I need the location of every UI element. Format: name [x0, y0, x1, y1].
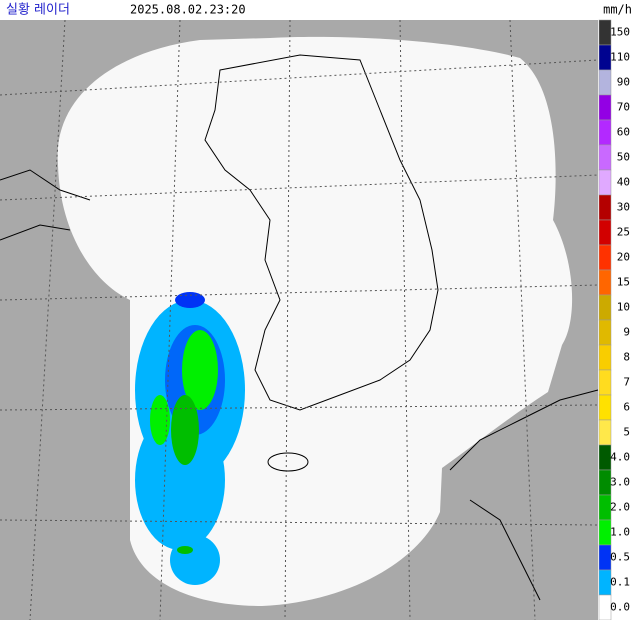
- legend-label: 8: [623, 351, 630, 364]
- title: 실황 레이더: [6, 3, 70, 18]
- rain-echo: [135, 292, 245, 585]
- legend-swatch: [598, 144, 612, 171]
- map: [0, 19, 599, 621]
- legend-label: 15: [617, 276, 630, 289]
- legend-swatch: [598, 344, 612, 371]
- legend-swatch: [598, 194, 612, 221]
- legend-label: 6: [623, 401, 630, 414]
- unit: mm/h: [603, 3, 632, 17]
- legend-label: 0.1: [610, 576, 630, 589]
- echo: [150, 395, 170, 445]
- legend-swatch: [598, 69, 612, 96]
- header-bar: [0, 0, 635, 20]
- legend-label: 70: [617, 101, 630, 114]
- legend-label: 90: [617, 76, 630, 89]
- legend-label: 4.0: [610, 451, 630, 464]
- jeju: [267, 452, 309, 472]
- legend-label: 2.0: [610, 501, 630, 514]
- legend-swatch: [598, 369, 612, 396]
- china: [0, 169, 91, 241]
- legend-label: 150: [610, 26, 630, 39]
- legend-label: 50: [617, 151, 630, 164]
- coastline: [0, 54, 599, 601]
- legend-label: 20: [617, 251, 630, 264]
- legend-swatch: [598, 394, 612, 421]
- legend-label: 0.0: [610, 601, 630, 614]
- echo: [171, 395, 199, 465]
- legend-swatch: [598, 319, 612, 346]
- echo: [175, 292, 205, 308]
- peninsula: [204, 54, 439, 411]
- legend-label: 7: [623, 376, 630, 389]
- legend-label: 60: [617, 126, 630, 139]
- legend-label: 25: [617, 226, 630, 239]
- legend-label: 0.5: [610, 551, 630, 564]
- legend-swatch: [598, 94, 612, 121]
- legend-label: 5: [623, 426, 630, 439]
- grid: [0, 19, 599, 621]
- legend-label: 30: [617, 201, 630, 214]
- legend-label: 10: [617, 301, 630, 314]
- echo: [177, 546, 193, 554]
- legend-swatch: [598, 419, 612, 446]
- timestamp: 2025.08.02.23:20: [130, 3, 246, 17]
- japan: [449, 389, 599, 601]
- echo: [135, 410, 225, 550]
- echo: [182, 330, 218, 410]
- legend-swatch: [598, 169, 612, 196]
- legend-swatch: [598, 119, 612, 146]
- legend-label: 40: [617, 176, 630, 189]
- legend-swatch: [598, 219, 612, 246]
- lat-lon-grid: [0, 19, 599, 621]
- legend-swatch: [598, 269, 612, 296]
- legend-swatch: [598, 294, 612, 321]
- legend-label: 110: [610, 51, 630, 64]
- legend-label: 1.0: [610, 526, 630, 539]
- legend-label: 9: [623, 326, 630, 339]
- legend: 150 110 90 70 60 50 40 30 25 20 15 10 9 8 7 6 5 4.0 3.0 2.0…: [598, 19, 630, 621]
- echo: [170, 535, 220, 585]
- legend-label: 3.0: [610, 476, 630, 489]
- legend-swatch: [598, 244, 612, 271]
